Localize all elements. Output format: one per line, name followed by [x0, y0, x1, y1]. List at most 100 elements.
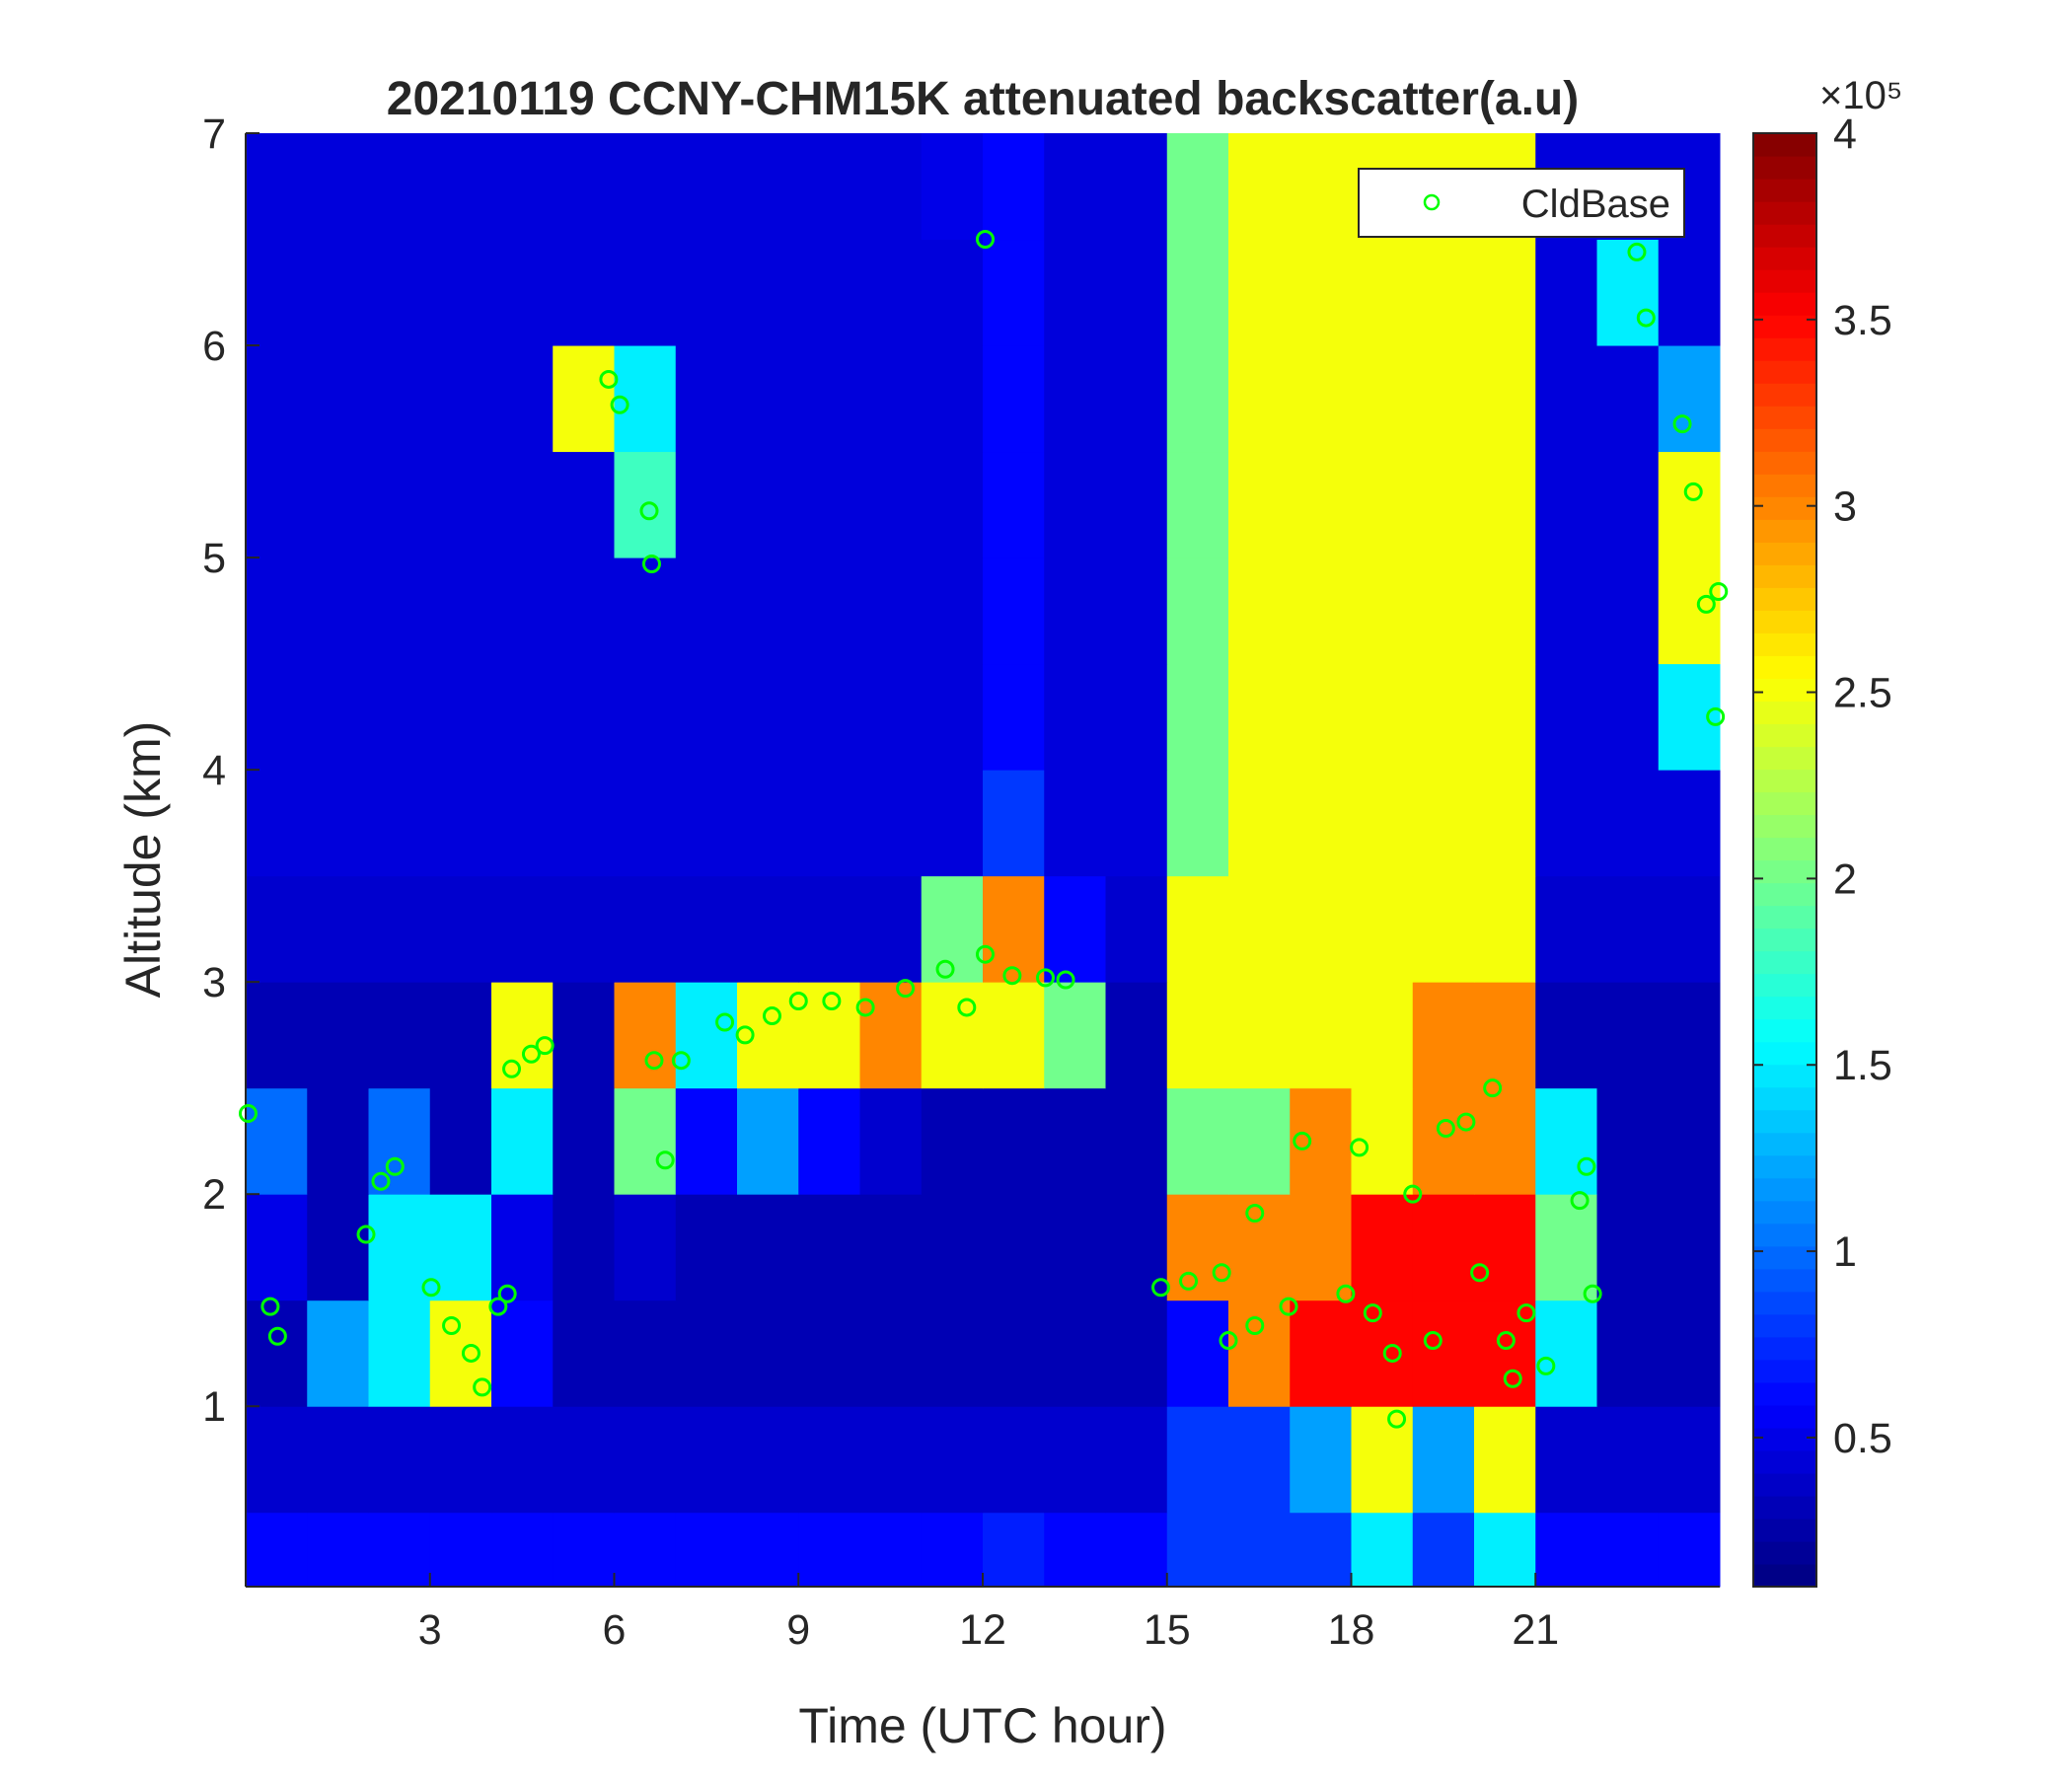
heatmap-cell: [368, 1406, 431, 1514]
colorbar-step: [1753, 406, 1816, 429]
heatmap-cell: [798, 451, 860, 558]
heatmap-cell: [553, 1512, 615, 1588]
cloud-base-point: [267, 1326, 287, 1346]
heatmap-cell: [491, 1299, 554, 1407]
heatmap-cell: [246, 1406, 308, 1514]
colorbar-step: [1753, 292, 1816, 316]
heatmap-cell: [429, 1194, 492, 1301]
heatmap-cell: [675, 1299, 738, 1407]
heatmap-cell: [675, 239, 738, 346]
cloud-base-point: [1151, 1278, 1171, 1298]
heatmap-cell: [798, 1194, 860, 1301]
colorbar-step: [1753, 1291, 1816, 1315]
heatmap-cell: [1290, 1087, 1352, 1195]
heatmap-cell: [1044, 1406, 1106, 1514]
heatmap-cell: [429, 1087, 492, 1195]
colorbar-step: [1753, 587, 1816, 611]
heatmap-cell: [1166, 770, 1229, 877]
heatmap-cell: [1351, 1512, 1414, 1588]
colorbar-step: [1753, 133, 1816, 157]
heatmap-cell: [1166, 875, 1229, 983]
legend-marker: [1423, 193, 1441, 211]
scatter-series: [238, 230, 1729, 1429]
heatmap-cell: [921, 239, 984, 346]
heatmap-cell: [553, 982, 615, 1089]
heatmap-cell: [921, 1406, 984, 1514]
heatmap-cell: [983, 1194, 1045, 1301]
heatmap-cell: [246, 345, 308, 453]
heatmap-cell: [1044, 239, 1106, 346]
heatmap-cell: [983, 1299, 1045, 1407]
x-tick-label: 15: [1144, 1606, 1191, 1654]
heatmap-cell: [246, 1299, 308, 1407]
colorbar-step: [1753, 1086, 1816, 1111]
y-axis-label: Altitude (km): [115, 721, 171, 999]
colorbar-exponent: ×10⁵: [1819, 74, 1902, 117]
heatmap-cell: [1658, 451, 1721, 558]
heatmap-cell: [491, 345, 554, 453]
cloud-base-point: [1219, 1331, 1238, 1351]
cloud-base-point: [855, 998, 875, 1017]
heatmap-cell: [675, 1512, 738, 1588]
heatmap-cell: [307, 1087, 369, 1195]
heatmap-cell: [983, 875, 1045, 983]
heatmap-cell: [1105, 663, 1168, 771]
heatmap-cell: [737, 982, 799, 1089]
cloud-base-point: [1056, 970, 1075, 990]
heatmap-cell: [491, 770, 554, 877]
heatmap-cell: [1596, 239, 1660, 346]
colorbar-step: [1753, 950, 1816, 975]
heatmap-cell: [368, 345, 431, 453]
heatmap-cell: [491, 1406, 554, 1514]
heatmap-cell: [1290, 1406, 1352, 1514]
cloud-base-point: [1293, 1131, 1312, 1150]
heatmap-cell: [1290, 557, 1352, 665]
colorbar-step: [1753, 269, 1816, 293]
heatmap-cell: [429, 239, 492, 346]
heatmap-cell: [1658, 770, 1721, 877]
heatmap-cell: [614, 875, 677, 983]
cloud-base-point: [1683, 482, 1703, 501]
cloud-base-point: [1672, 414, 1692, 434]
heatmap-cell: [737, 663, 799, 771]
x-tick-label: 6: [603, 1606, 627, 1654]
heatmap-cell: [1658, 1512, 1721, 1588]
heatmap-cell: [859, 982, 923, 1089]
heatmap-cell: [675, 1406, 738, 1514]
colorbar-step: [1753, 1540, 1816, 1565]
heatmap-cell: [1166, 1406, 1229, 1514]
cloud-base-point: [715, 1012, 735, 1032]
y-tick-label: 7: [202, 111, 226, 158]
cloud-base-point: [1387, 1409, 1407, 1429]
heatmap-cell: [1044, 982, 1106, 1089]
colorbar-step: [1753, 996, 1816, 1020]
heatmap-cell: [859, 451, 923, 558]
heatmap-cell: [1351, 239, 1414, 346]
cloud-base-point: [371, 1171, 391, 1191]
heatmap-cell: [368, 875, 431, 983]
heatmap-cell: [1351, 770, 1414, 877]
heatmap-cell: [1228, 557, 1291, 665]
heatmap-cell: [307, 345, 369, 453]
heatmap-cell: [798, 133, 860, 241]
heatmap-cell: [1596, 557, 1660, 665]
colorbar: 0.5 1 1.5 2 2.5 3 3.5 4: [1752, 111, 1892, 1588]
heatmap-cell: [1166, 557, 1229, 665]
heatmap-cell: [1228, 982, 1291, 1089]
cloud-base-point: [1212, 1263, 1231, 1283]
heatmap-cell: [737, 1512, 799, 1588]
y-tick-label: 3: [202, 959, 226, 1006]
heatmap-cell: [1044, 663, 1106, 771]
heatmap-cell: [1290, 345, 1352, 453]
heatmap-cell: [1351, 875, 1414, 983]
heatmap-cell: [1351, 1194, 1414, 1301]
colorbar-step: [1753, 610, 1816, 633]
y-tick-label: 4: [202, 747, 226, 794]
heatmap-cell: [491, 663, 554, 771]
heatmap-cell: [1535, 982, 1597, 1089]
heatmap-cell: [368, 133, 431, 241]
heatmap-cell: [614, 982, 677, 1089]
cloud-base-point: [1423, 1331, 1443, 1351]
heatmap-cell: [1658, 1406, 1721, 1514]
colorbar-step: [1753, 1449, 1816, 1474]
